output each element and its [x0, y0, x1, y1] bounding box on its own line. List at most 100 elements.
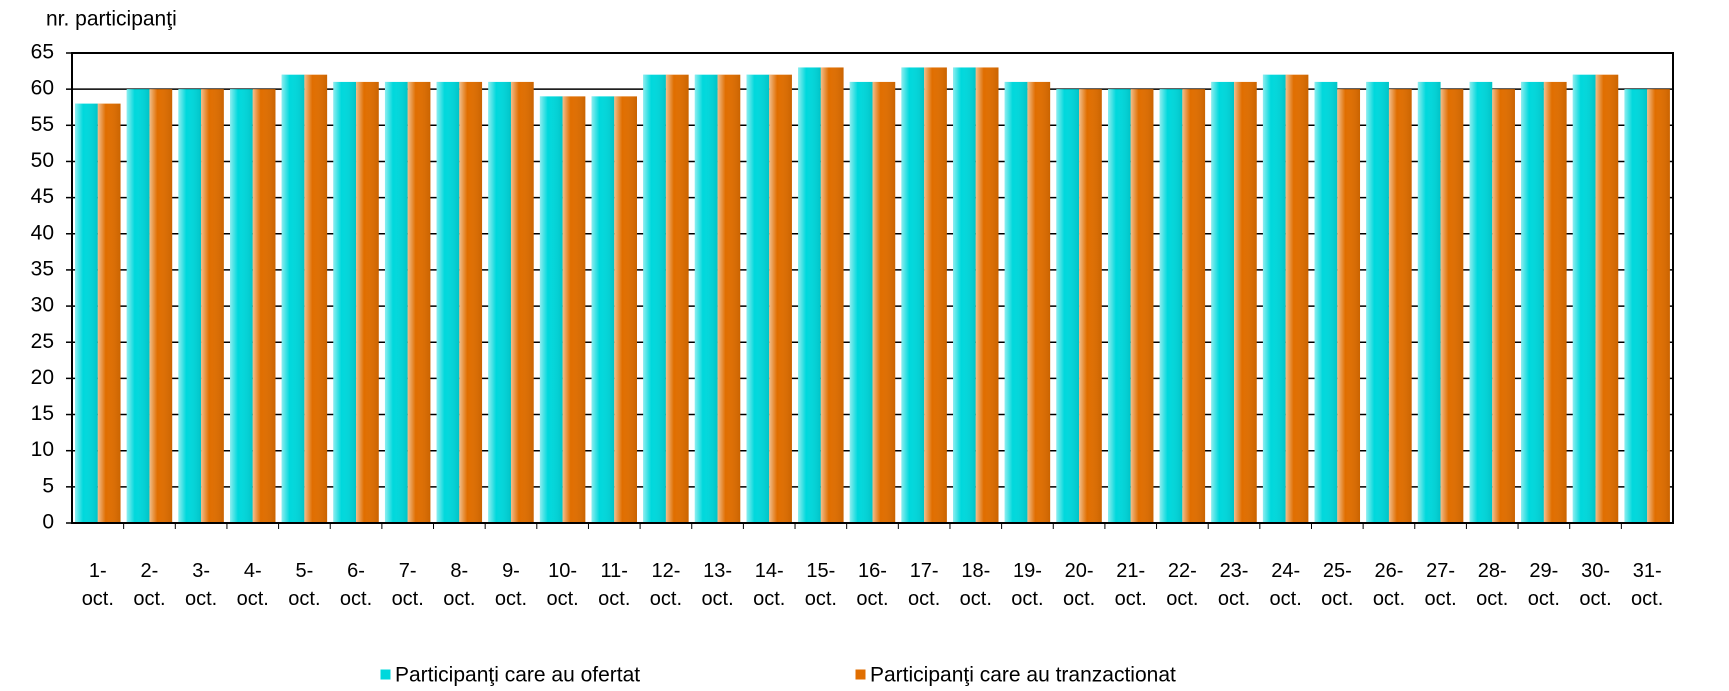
bar [717, 74, 741, 523]
x-tick-label: 24- oct. [1269, 560, 1302, 610]
bar [356, 81, 379, 523]
bar [562, 96, 586, 523]
bar [643, 74, 666, 523]
plot-frame [71, 52, 1674, 524]
bar [901, 67, 925, 523]
y-tick-label: 5 [42, 474, 54, 497]
x-tick-label: 31- oct. [1631, 560, 1664, 610]
bar [1440, 89, 1464, 524]
y-tick-label: 55 [31, 113, 54, 136]
y-tick-label: 15 [31, 402, 54, 425]
x-tick-label: 1- oct. [81, 560, 114, 610]
x-tick-label: 12- oct. [649, 560, 683, 610]
x-tick-label: 13- oct. [701, 560, 734, 610]
y-tick-label: 40 [31, 221, 54, 244]
y-tick-label: 65 [31, 41, 54, 64]
bar [1314, 81, 1338, 523]
bar [230, 89, 253, 524]
bar [252, 89, 276, 524]
y-tick-label: 0 [42, 511, 54, 534]
x-tick-label: 18- oct. [959, 560, 992, 610]
bar [488, 81, 511, 523]
x-tick-label: 7- oct. [391, 560, 424, 610]
y-axis-label: nr. participanţi [46, 8, 177, 31]
bar [849, 81, 873, 523]
bar [1492, 89, 1515, 524]
bar [1159, 89, 1183, 524]
bar [1595, 74, 1619, 523]
bar [1234, 81, 1257, 523]
bar [872, 81, 896, 523]
y-tick-label: 60 [31, 77, 54, 100]
x-tick-label: 9- oct. [494, 560, 528, 610]
bar [1182, 89, 1206, 524]
bar [333, 81, 357, 523]
x-tick-label: 26- oct. [1372, 560, 1406, 610]
x-tick-label: 22- oct. [1166, 560, 1199, 610]
bar [694, 74, 718, 523]
x-tick-label: 28- oct. [1476, 560, 1509, 610]
bar [1211, 81, 1235, 523]
x-tick-label: 5- oct. [288, 560, 321, 610]
bar [1056, 89, 1080, 524]
bar [591, 96, 615, 523]
x-tick-label: 11- oct. [598, 560, 631, 610]
x-tick-label: 8- oct. [443, 560, 476, 610]
bar [1027, 81, 1051, 523]
bar [384, 81, 408, 523]
bar [1130, 89, 1154, 524]
x-tick-label: 21- oct. [1114, 560, 1147, 610]
y-tick-label: 10 [31, 438, 54, 461]
bar [459, 81, 483, 523]
x-tick-label: 6- oct. [339, 560, 373, 610]
bar [510, 81, 534, 523]
x-tick-label: 2- oct. [133, 560, 166, 610]
y-tick-label: 35 [31, 257, 54, 280]
x-tick-label: 29- oct. [1527, 560, 1560, 610]
bar [924, 67, 947, 523]
bar [75, 103, 98, 523]
bar [1285, 74, 1309, 523]
bar [1388, 89, 1412, 524]
bar [1366, 81, 1389, 523]
bar [1647, 89, 1670, 524]
y-tick-label: 50 [31, 149, 54, 172]
bar [975, 67, 999, 523]
bar [798, 67, 821, 523]
bar [1624, 89, 1648, 524]
bar [953, 67, 976, 523]
x-tick-label: 25- oct. [1321, 560, 1354, 610]
y-tick-label: 20 [31, 366, 54, 389]
bar [539, 96, 563, 523]
bar [1417, 81, 1441, 523]
x-tick-label: 19- oct. [1011, 560, 1044, 610]
y-tick-label: 25 [31, 330, 54, 353]
x-tick-label: 3- oct. [184, 560, 218, 610]
bar [769, 74, 792, 523]
bar [281, 74, 305, 523]
bar [1108, 89, 1131, 524]
x-tick-label: 17- oct. [908, 560, 941, 610]
bar [1337, 89, 1361, 524]
bar [97, 103, 121, 523]
x-tick-label: 14- oct. [753, 560, 786, 610]
x-tick-label: 23- oct. [1217, 560, 1251, 610]
bar [1543, 81, 1567, 523]
bar [746, 74, 770, 523]
y-tick-label: 45 [31, 185, 54, 208]
bar [149, 89, 173, 524]
x-tick-label: 15- oct. [804, 560, 837, 610]
bar [407, 81, 431, 523]
bar [1521, 81, 1544, 523]
x-tick-label: 20- oct. [1062, 560, 1096, 610]
bar [665, 74, 689, 523]
bar [178, 89, 202, 524]
legend-marker [854, 668, 867, 681]
bar [614, 96, 637, 523]
x-tick-label: 4- oct. [236, 560, 269, 610]
x-tick-label: 30- oct. [1579, 560, 1612, 610]
bar [1469, 81, 1493, 523]
y-tick-label: 30 [31, 294, 54, 317]
legend-marker [379, 668, 392, 681]
